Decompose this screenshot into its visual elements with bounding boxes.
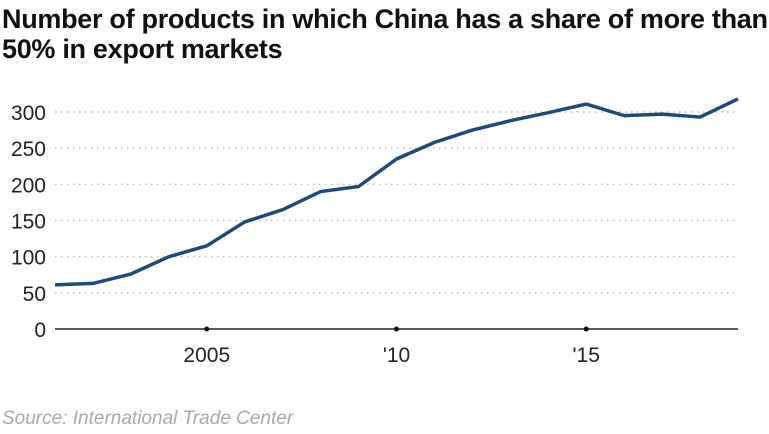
- source-note: Source: International Trade Center: [2, 408, 294, 429]
- y-tick-label: 250: [11, 138, 46, 161]
- y-tick-label: 150: [11, 211, 46, 234]
- x-tick-mark: [204, 326, 210, 332]
- x-tick-label: 2005: [183, 344, 230, 367]
- y-tick-label: 100: [11, 247, 46, 270]
- x-tick-label: '10: [383, 344, 410, 367]
- y-tick-label: 50: [23, 283, 46, 306]
- y-tick-label: 200: [11, 174, 46, 197]
- y-tick-label: 0: [34, 319, 46, 342]
- chart-title: Number of products in which China has a …: [2, 4, 768, 64]
- x-tick-mark: [583, 326, 589, 332]
- y-tick-label: 300: [11, 102, 46, 125]
- x-tick-label: '15: [573, 344, 600, 367]
- x-tick-mark: [394, 326, 399, 332]
